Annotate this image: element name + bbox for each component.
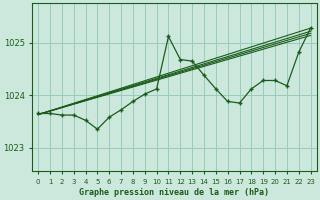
X-axis label: Graphe pression niveau de la mer (hPa): Graphe pression niveau de la mer (hPa) [79, 188, 269, 197]
